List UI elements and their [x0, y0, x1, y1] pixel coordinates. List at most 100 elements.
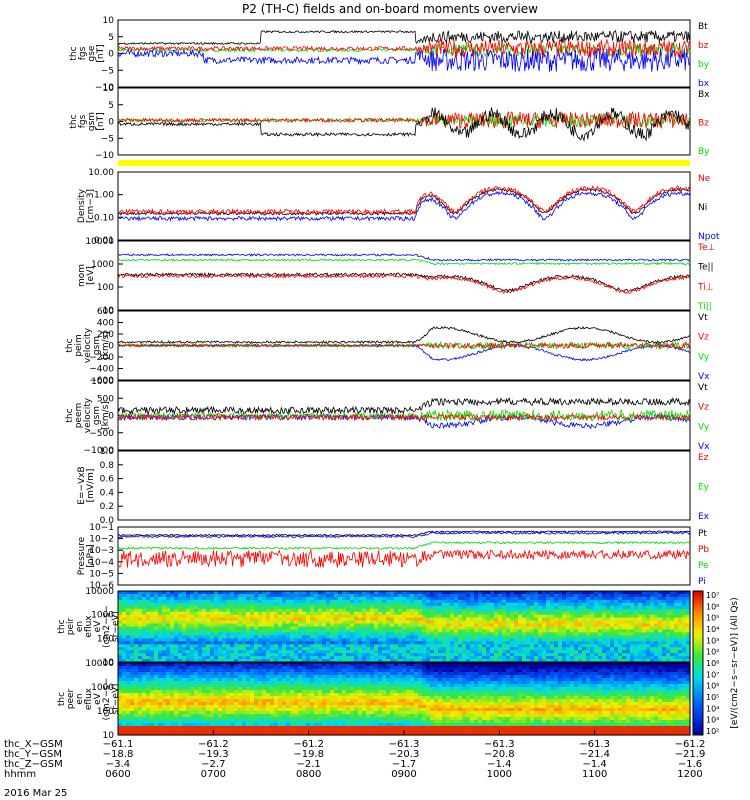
spectrogram-cell [678, 629, 683, 634]
spectrogram-cell [194, 675, 199, 679]
spectrogram-cell [398, 644, 403, 648]
spectrogram-cell [418, 608, 423, 613]
spectrogram-cell [314, 644, 319, 648]
spectrogram-cell [634, 611, 639, 616]
spectrogram-cell [310, 629, 315, 634]
spectrogram-cell [630, 641, 635, 645]
spectrogram-cell [230, 650, 235, 654]
y-tick-label: 0 [108, 118, 114, 128]
spectrogram-cell [522, 594, 527, 598]
spectrogram-cell [514, 599, 519, 604]
spectrogram-cell [134, 594, 139, 598]
spectrogram-cell [674, 608, 679, 613]
spectrogram-cell [338, 663, 343, 667]
spectrogram-cell [302, 632, 307, 636]
panel-8: Pressure [nPa]10−110−210−310−410−510−6PtP… [77, 523, 709, 591]
spectrogram-cell [258, 629, 263, 634]
spectrogram-cell [146, 602, 151, 607]
spectrogram-cell [298, 608, 303, 613]
spectrogram-cell [182, 608, 187, 613]
spectrogram-cell [350, 647, 355, 651]
spectrogram-cell [190, 653, 195, 657]
spectrogram-cell [178, 594, 183, 598]
spectrogram-cell [122, 726, 127, 730]
spectrogram-cell [262, 684, 267, 688]
spectrogram-cell [150, 723, 155, 727]
spectrogram-cell [190, 717, 195, 721]
spectrogram-cell [298, 666, 303, 670]
spectrogram-cell [238, 684, 243, 688]
spectrogram-cell [478, 647, 483, 651]
spectrogram-cell [450, 611, 455, 616]
spectrogram-cell [150, 611, 155, 616]
spectrogram-cell [226, 647, 231, 651]
spectrogram-cell [658, 620, 663, 625]
spectrogram-cell [318, 620, 323, 625]
spectrogram-cell [382, 614, 387, 619]
spectrogram-cell [350, 614, 355, 619]
spectrogram-cell [490, 602, 495, 607]
legend-entry: by [698, 60, 710, 70]
spectrogram-cell [210, 666, 215, 670]
spectrogram-cell [182, 726, 187, 730]
spectrogram-cell [210, 620, 215, 625]
spectrogram-cell [266, 617, 271, 622]
spectrogram-cell [466, 644, 471, 648]
spectrogram-cell [610, 644, 615, 648]
spectrogram-cell [318, 644, 323, 648]
spectrogram-cell [526, 635, 531, 639]
spectrogram-cell [122, 632, 127, 636]
spectrogram-cell [370, 629, 375, 634]
spectrogram-cell [522, 653, 527, 657]
spectrogram-cell [146, 675, 151, 679]
spectrogram-cell [158, 726, 163, 730]
spectrogram-cell [366, 620, 371, 625]
spectrogram-cell [306, 675, 311, 679]
spectrogram-cell [634, 596, 639, 601]
spectrogram-cell [258, 608, 263, 613]
spectrogram-cell [574, 617, 579, 622]
spectrogram-cell [198, 644, 203, 648]
spectrogram-cell [470, 591, 475, 595]
spectrogram-cell [678, 632, 683, 636]
spectrogram-cell [606, 647, 611, 651]
spectrogram-cell [154, 717, 159, 721]
spectrogram-cell [138, 681, 143, 685]
spectrogram-cell [134, 696, 139, 700]
spectrogram-cell [554, 605, 559, 610]
spectrogram-cell [202, 720, 207, 724]
spectrogram-cell [170, 647, 175, 651]
spectrogram-cell [626, 596, 631, 601]
spectrogram-cell [226, 708, 231, 712]
spectrogram-cell [126, 675, 131, 679]
spectrogram-cell [526, 611, 531, 616]
spectrogram-cell [402, 605, 407, 610]
spectrogram-cell [270, 644, 275, 648]
spectrogram-cell [582, 605, 587, 610]
spectrogram-cell [242, 653, 247, 657]
spectrogram-cell [650, 620, 655, 625]
spectrogram-cell [338, 620, 343, 625]
spectrogram-cell [218, 629, 223, 634]
spectrogram-cell [478, 596, 483, 601]
spectrogram-cell [154, 617, 159, 622]
spectrogram-cell [182, 663, 187, 667]
spectrogram-cell [590, 653, 595, 657]
spectrogram-cell [582, 653, 587, 657]
spectrogram-cell [582, 626, 587, 631]
spectrogram-cell [346, 629, 351, 634]
spectrogram-cell [222, 602, 227, 607]
spectrogram-cell [286, 659, 291, 663]
spectrogram-cell [166, 711, 171, 715]
spectrogram-cell [422, 641, 427, 645]
spectrogram-cell [186, 717, 191, 721]
spectrogram-cell [262, 732, 267, 736]
spectrogram-cell [118, 617, 123, 622]
spectrogram-cell [334, 596, 339, 601]
spectrogram-cell [210, 699, 215, 703]
spectrogram-cell [150, 669, 155, 673]
spectrogram-cell [142, 729, 147, 733]
spectrogram-cell [146, 635, 151, 639]
spectrogram-cell [550, 617, 555, 622]
spectrogram-cell [126, 632, 131, 636]
